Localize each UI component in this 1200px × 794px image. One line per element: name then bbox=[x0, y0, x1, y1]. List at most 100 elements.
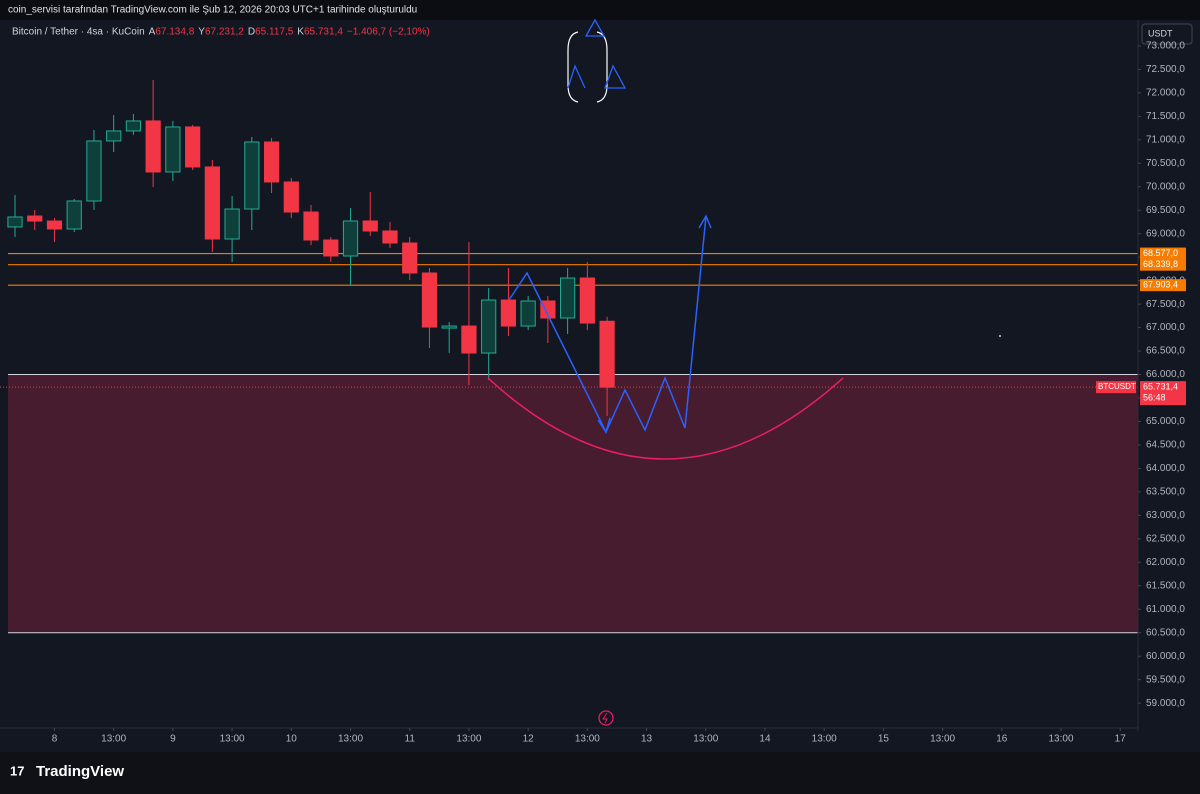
path-drawing bbox=[508, 215, 707, 434]
x-tick-label: 13:00 bbox=[575, 734, 600, 745]
x-tick-label: 10 bbox=[286, 734, 298, 745]
candle-body bbox=[342, 220, 359, 257]
candle-body bbox=[303, 211, 319, 241]
y-tick-label: 64.000,0 bbox=[1146, 463, 1185, 474]
x-tick-label: 12 bbox=[523, 734, 535, 745]
y-tick-label: 71.000,0 bbox=[1146, 134, 1185, 145]
candle-body bbox=[7, 216, 23, 228]
y-tick-label: 62.000,0 bbox=[1146, 557, 1185, 568]
level-label-box bbox=[1140, 258, 1186, 271]
candle-body bbox=[244, 141, 260, 210]
arrowhead bbox=[698, 214, 712, 229]
x-tick-label: 13:00 bbox=[338, 734, 363, 745]
currency[interactable]: USDT bbox=[1148, 28, 1173, 38]
y-tick-label: 60.500,0 bbox=[1146, 627, 1185, 638]
x-tick-label: 8 bbox=[52, 734, 58, 745]
x-tick-label: 13:00 bbox=[812, 734, 837, 745]
candle-body bbox=[283, 181, 299, 213]
level-label-box bbox=[1140, 247, 1186, 260]
x-tick-label: 13:00 bbox=[693, 734, 718, 745]
y-tick-label: 63.000,0 bbox=[1146, 510, 1185, 521]
level-label: 68.577,0 bbox=[1143, 248, 1178, 258]
y-tick-label: 67.500,0 bbox=[1146, 299, 1185, 310]
candle-body bbox=[421, 272, 438, 328]
last-price-label: 65.731,4 bbox=[1143, 382, 1178, 392]
candle-body bbox=[500, 299, 517, 327]
x-tick-label: 17 bbox=[1115, 734, 1127, 745]
x-tick-label: 11 bbox=[405, 734, 416, 745]
alert-icon[interactable] bbox=[598, 710, 614, 726]
arc-drawing bbox=[487, 377, 844, 460]
last-price-box bbox=[1140, 381, 1186, 406]
candle-body bbox=[165, 126, 181, 173]
y-tick-label: 65.000,0 bbox=[1146, 416, 1185, 427]
x-tick-label: 13:00 bbox=[220, 734, 245, 745]
legend-key: D bbox=[248, 27, 255, 38]
candle-body bbox=[402, 242, 418, 274]
legend-key: Y bbox=[198, 27, 205, 38]
header-bar bbox=[0, 0, 1200, 20]
arrowhead bbox=[597, 417, 611, 434]
legend-value: 67.231,2 bbox=[205, 27, 244, 38]
x-tick-label: 15 bbox=[878, 734, 890, 745]
candle-body bbox=[461, 325, 477, 354]
candle-body bbox=[204, 166, 220, 240]
candle-body bbox=[599, 320, 615, 388]
symbol-box bbox=[1096, 381, 1136, 394]
y-tick-label: 70.500,0 bbox=[1146, 158, 1185, 169]
y-tick-label: 59.000,0 bbox=[1146, 698, 1185, 709]
legend-value: 65.117,5 bbox=[255, 27, 294, 38]
bracket-icon bbox=[567, 31, 608, 103]
candle-body bbox=[441, 325, 457, 329]
x-tick-label: 13 bbox=[641, 734, 653, 745]
x-tick-label: 13:00 bbox=[930, 734, 955, 745]
candle-body bbox=[323, 239, 339, 257]
y-tick-label: 71.500,0 bbox=[1146, 111, 1185, 122]
y-tick-label: 62.500,0 bbox=[1146, 533, 1185, 544]
y-tick-label: 61.500,0 bbox=[1146, 580, 1185, 591]
candle-body bbox=[481, 299, 497, 354]
plot bbox=[0, 79, 1138, 634]
alert-icon-bolt bbox=[602, 712, 608, 724]
candle-body bbox=[560, 277, 576, 319]
candle-body bbox=[520, 300, 536, 327]
level-label-box bbox=[1140, 279, 1186, 292]
candle-body bbox=[579, 277, 595, 324]
y-tick-label: 72.000,0 bbox=[1146, 88, 1185, 99]
y-tick-label: 70.000,0 bbox=[1146, 181, 1185, 192]
y-tick-label: 60.000,0 bbox=[1146, 651, 1185, 662]
countdown: 56:48 bbox=[1143, 393, 1166, 403]
candle-body bbox=[263, 141, 280, 183]
x-tick-label: 16 bbox=[996, 734, 1008, 745]
y-tick-label: 63.500,0 bbox=[1146, 487, 1185, 498]
candle-body bbox=[27, 215, 43, 222]
x-tick-label: 14 bbox=[759, 734, 771, 745]
currency-button[interactable] bbox=[1141, 23, 1193, 45]
y-tick-label: 66.500,0 bbox=[1146, 346, 1185, 357]
candle-body bbox=[362, 220, 378, 232]
candle-body bbox=[66, 200, 82, 230]
legend-key: A bbox=[149, 27, 156, 38]
candle-body bbox=[185, 126, 201, 168]
candle-body bbox=[106, 130, 122, 142]
symbol-label: BTCUSDT bbox=[1098, 382, 1136, 391]
y-tick-label: 69.000,0 bbox=[1146, 228, 1185, 239]
x-tick-label: 13:00 bbox=[101, 734, 126, 745]
candle-body bbox=[540, 300, 556, 319]
candle-body bbox=[145, 120, 161, 173]
zone bbox=[8, 374, 1138, 633]
candle-body bbox=[224, 208, 240, 240]
legend-value: 67.134,8 bbox=[155, 27, 194, 38]
legend-value: 65.731,4 bbox=[304, 27, 343, 38]
legend-change: −1.406,7 (−2,10%) bbox=[347, 27, 430, 38]
y-tick-label: 59.500,0 bbox=[1146, 674, 1185, 685]
y-tick-label: 73.000,0 bbox=[1146, 41, 1185, 52]
symbol-title: Bitcoin / Tether · 4sa · KuCoin bbox=[12, 27, 145, 38]
y-tick-label: 67.000,0 bbox=[1146, 322, 1185, 333]
header: coin_servisi tarafından TradingView.com … bbox=[8, 5, 417, 16]
brand: TradingView bbox=[36, 763, 124, 780]
y-tick-label: 69.500,0 bbox=[1146, 205, 1185, 216]
y-tick-label: 72.500,0 bbox=[1146, 64, 1185, 75]
price-axis bbox=[1138, 20, 1200, 732]
